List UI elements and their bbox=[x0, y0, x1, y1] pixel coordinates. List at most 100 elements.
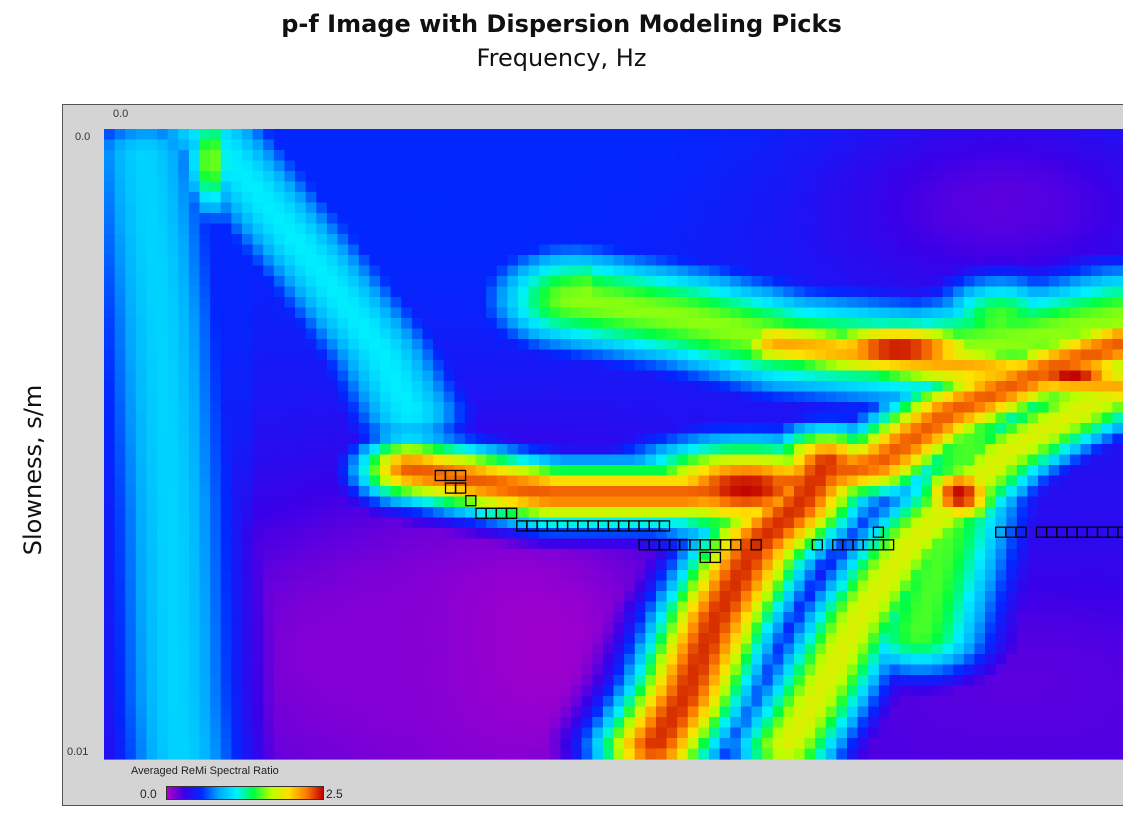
heatmap-cell bbox=[868, 391, 880, 403]
heatmap-cell bbox=[316, 328, 328, 340]
heatmap-cell bbox=[985, 202, 997, 214]
heatmap-cell bbox=[549, 360, 562, 372]
heatmap-cell bbox=[793, 223, 806, 235]
heatmap-cell bbox=[868, 412, 880, 424]
heatmap-cell bbox=[549, 265, 562, 277]
heatmap-cell bbox=[1059, 549, 1071, 561]
heatmap-cell bbox=[634, 381, 646, 393]
heatmap-cell bbox=[104, 591, 116, 603]
heatmap-cell bbox=[252, 265, 264, 277]
heatmap-cell bbox=[687, 297, 700, 309]
heatmap-cell bbox=[125, 171, 137, 183]
heatmap-cell bbox=[655, 391, 668, 403]
heatmap-cell bbox=[539, 297, 551, 309]
heatmap-cell bbox=[868, 601, 880, 613]
heatmap-cell bbox=[655, 538, 668, 550]
heatmap-cell bbox=[804, 496, 816, 508]
heatmap-cell bbox=[613, 297, 625, 309]
heatmap-cell bbox=[220, 612, 232, 624]
heatmap-cell bbox=[539, 433, 551, 445]
heatmap-cell bbox=[210, 549, 222, 561]
heatmap-cell bbox=[1006, 423, 1018, 435]
heatmap-cell bbox=[698, 160, 710, 172]
heatmap-cell bbox=[730, 318, 742, 330]
heatmap-cell bbox=[443, 234, 455, 246]
heatmap-cell bbox=[199, 643, 211, 655]
heatmap-cell bbox=[454, 381, 466, 393]
heatmap-cell bbox=[974, 181, 986, 193]
heatmap-cell bbox=[730, 591, 742, 603]
heatmap-cell bbox=[295, 339, 307, 351]
heatmap-cell bbox=[263, 391, 275, 403]
heatmap-cell bbox=[751, 580, 763, 592]
heatmap-cell bbox=[1016, 223, 1029, 235]
heatmap-cell bbox=[157, 412, 169, 424]
heatmap-cell bbox=[241, 591, 254, 603]
heatmap-cell bbox=[698, 433, 710, 445]
heatmap-cell bbox=[486, 265, 498, 277]
heatmap-cell bbox=[263, 496, 275, 508]
heatmap-cell bbox=[793, 622, 806, 634]
heatmap-cell bbox=[571, 181, 583, 193]
heatmap-cell bbox=[666, 496, 678, 508]
heatmap-cell bbox=[942, 297, 954, 309]
heatmap-cell bbox=[793, 465, 806, 477]
heatmap-cell bbox=[1112, 129, 1123, 141]
heatmap-cell bbox=[358, 654, 370, 666]
heatmap-cell bbox=[1080, 643, 1092, 655]
heatmap-cell bbox=[815, 486, 827, 498]
heatmap-cell bbox=[188, 528, 201, 540]
heatmap-cell bbox=[252, 622, 264, 634]
heatmap-cell bbox=[252, 370, 264, 382]
heatmap-cell bbox=[868, 370, 880, 382]
heatmap-cell bbox=[889, 664, 901, 676]
heatmap-cell bbox=[931, 444, 944, 456]
heatmap-cell bbox=[273, 202, 286, 214]
heatmap-cell bbox=[114, 643, 126, 655]
heatmap-cell bbox=[486, 339, 498, 351]
heatmap-cell bbox=[157, 192, 169, 204]
heatmap-cell bbox=[199, 150, 211, 162]
heatmap-cell bbox=[316, 234, 328, 246]
heatmap-cell bbox=[411, 412, 424, 424]
heatmap-cell bbox=[273, 328, 286, 340]
heatmap-cell bbox=[985, 622, 997, 634]
heatmap-cell bbox=[486, 580, 498, 592]
heatmap-cell bbox=[985, 192, 997, 204]
heatmap-cell bbox=[539, 244, 551, 256]
heatmap-cell bbox=[284, 276, 296, 288]
heatmap-cell bbox=[273, 139, 286, 151]
heatmap-cell bbox=[401, 612, 413, 624]
heatmap-cell bbox=[433, 664, 445, 676]
heatmap-cell bbox=[868, 150, 880, 162]
heatmap-cell bbox=[369, 150, 381, 162]
heatmap-cell bbox=[114, 297, 126, 309]
heatmap-cell bbox=[316, 601, 328, 613]
heatmap-cell bbox=[868, 517, 880, 529]
heatmap-cell bbox=[475, 601, 487, 613]
heatmap-cell bbox=[698, 391, 710, 403]
heatmap-cell bbox=[740, 601, 753, 613]
heatmap-cell bbox=[210, 381, 222, 393]
heatmap-cell bbox=[401, 192, 413, 204]
heatmap-cell bbox=[581, 528, 593, 540]
heatmap-cell bbox=[677, 496, 689, 508]
heatmap-cell bbox=[1027, 307, 1039, 319]
heatmap-cell bbox=[1080, 349, 1092, 361]
heatmap-cell bbox=[878, 444, 891, 456]
heatmap-cell bbox=[730, 486, 742, 498]
heatmap-cell bbox=[730, 265, 742, 277]
heatmap-cell bbox=[995, 255, 1007, 267]
heatmap-cell bbox=[1101, 601, 1113, 613]
heatmap-cell bbox=[369, 559, 381, 571]
heatmap-cell bbox=[125, 444, 137, 456]
heatmap-cell bbox=[613, 360, 625, 372]
heatmap-cell bbox=[443, 181, 455, 193]
heatmap-cell bbox=[804, 381, 816, 393]
heatmap-cell bbox=[921, 328, 933, 340]
heatmap-cell bbox=[1069, 486, 1082, 498]
heatmap-cell bbox=[507, 423, 519, 435]
heatmap-cell bbox=[953, 559, 965, 571]
heatmap-cell bbox=[1080, 423, 1092, 435]
heatmap-cell bbox=[284, 570, 296, 582]
